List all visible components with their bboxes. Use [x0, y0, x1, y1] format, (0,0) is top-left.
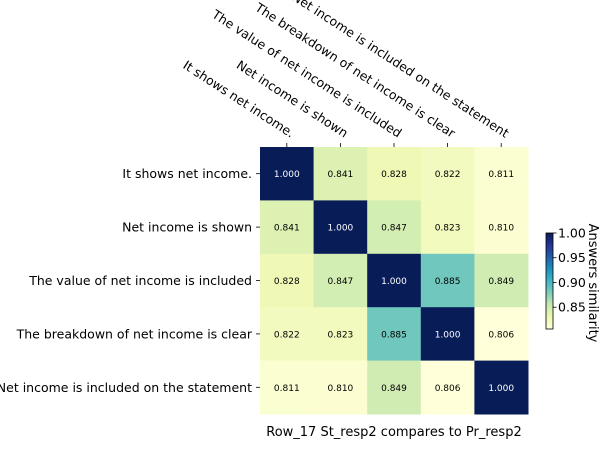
cell-value-label: 1.000 [328, 224, 354, 234]
heatmap-cell [474, 307, 529, 362]
heatmap-cell [367, 253, 422, 308]
heatmap-cell [313, 360, 368, 415]
heatmap-cell [420, 253, 475, 308]
y-tick-label: Net income is included on the statement [0, 380, 252, 395]
heatmap-cell [260, 253, 315, 308]
colorbar-tick-label: 1.00 [558, 226, 586, 241]
cell-value-label: 0.847 [381, 224, 407, 234]
cell-value-label: 0.822 [274, 330, 300, 340]
cell-value-label: 0.841 [274, 224, 300, 234]
heatmap-cell [367, 307, 422, 362]
cell-value-label: 0.823 [435, 224, 461, 234]
cell-value-label: 0.828 [274, 277, 300, 287]
heatmap-cells: 1.000 0.841 0.828 0.822 0.811 0.841 1.000 0.847… [260, 147, 529, 415]
heatmap-cell [474, 200, 529, 255]
cell-value-label: 1.000 [435, 330, 461, 340]
y-tick-labels: It shows net income. Net income is shown T… [0, 166, 260, 395]
colorbar-tick-label: 0.85 [558, 300, 586, 315]
cell-value-label: 0.806 [435, 384, 461, 394]
heatmap-cell [367, 360, 422, 415]
cell-value-label: 1.000 [274, 170, 300, 180]
heatmap-cell [313, 307, 368, 362]
cell-value-label: 0.885 [381, 330, 407, 340]
cell-value-label: 0.811 [274, 384, 300, 394]
y-tick-label: Net income is shown [122, 220, 252, 235]
cell-value-label: 0.811 [488, 170, 514, 180]
colorbar: 0.85 0.90 0.95 1.00 Answers similarity [545, 224, 600, 343]
cell-value-label: 0.810 [328, 384, 354, 394]
x-axis-label: Row_17 St_resp2 compares to Pr_resp2 [266, 425, 521, 440]
colorbar-gradient [545, 232, 554, 330]
heatmap-cell [313, 147, 368, 201]
cell-value-label: 0.828 [381, 170, 407, 180]
heatmap-cell [420, 200, 475, 255]
colorbar-label: Answers similarity [585, 224, 600, 343]
cell-value-label: 0.806 [488, 330, 514, 340]
heatmap-cell [367, 147, 422, 201]
heatmap-cell [260, 200, 315, 255]
heatmap-cell [420, 360, 475, 415]
cell-value-label: 0.847 [328, 277, 354, 287]
y-tick-label: The breakdown of net income is clear [16, 326, 253, 341]
cell-value-label: 0.823 [328, 330, 354, 340]
cell-value-label: 0.810 [488, 224, 514, 234]
heatmap-cell [313, 200, 368, 255]
colorbar-tick-label: 0.90 [558, 275, 586, 290]
heatmap-cell [474, 147, 529, 201]
y-tick-label: The value of net income is included [28, 273, 252, 288]
heatmap-cell [474, 360, 529, 415]
cell-value-label: 0.849 [488, 277, 514, 287]
heatmap-cell [260, 147, 315, 201]
cell-value-label: 0.885 [435, 277, 461, 287]
heatmap-cell [367, 200, 422, 255]
cell-value-label: 0.822 [435, 170, 461, 180]
heatmap-cell [260, 360, 315, 415]
x-tick-labels: It shows net income.Net income is shownT… [180, 0, 512, 147]
heatmap-cell [313, 253, 368, 308]
y-tick-label: It shows net income. [122, 166, 252, 181]
heatmap-cell [474, 253, 529, 308]
cell-value-label: 1.000 [381, 277, 407, 287]
heatmap-cell [420, 307, 475, 362]
colorbar-ticks: 0.85 0.90 0.95 1.00 [553, 226, 586, 315]
cell-value-label: 0.841 [328, 170, 354, 180]
cell-value-label: 0.849 [381, 384, 407, 394]
colorbar-tick-label: 0.95 [558, 250, 586, 265]
heatmap-cell [420, 147, 475, 201]
cell-value-label: 1.000 [488, 384, 514, 394]
heatmap-cell [260, 307, 315, 362]
